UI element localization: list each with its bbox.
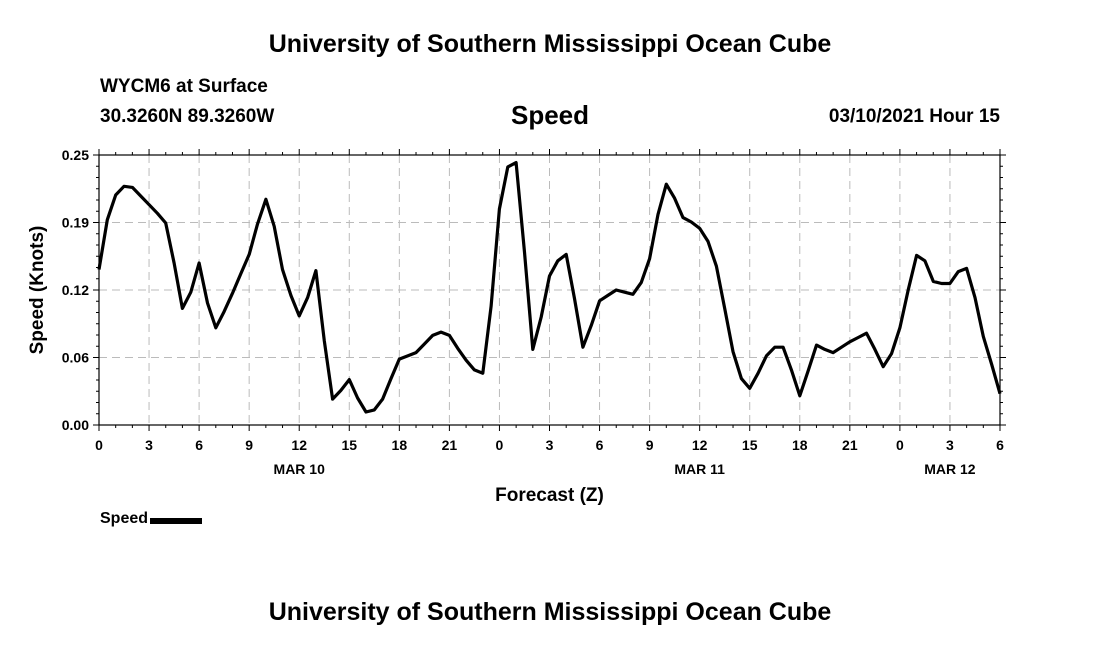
y-axis-title: Speed (Knots) — [27, 226, 48, 355]
x-axis-tick-labels: 0 3 6 9 12 15 18 21 0 3 6 9 12 15 18 21 0 3 6 — [95, 437, 1004, 453]
x-tick-label: 9 — [646, 437, 654, 453]
legend-swatch — [150, 518, 203, 524]
run-time-label: 03/10/2021 Hour 15 — [828, 106, 1000, 127]
legend: Speed — [100, 510, 203, 528]
legend-label: Speed — [100, 510, 149, 527]
x-tick-label: 15 — [742, 437, 758, 453]
y-tick-label: 0.25 — [62, 147, 89, 163]
station-label: WYCM6 at Surface — [100, 76, 268, 97]
x-tick-label: 21 — [842, 437, 858, 453]
x-tick-label: 3 — [546, 437, 554, 453]
x-tick-label: 15 — [341, 437, 357, 453]
y-tick-label: 0.19 — [62, 215, 89, 231]
x-tick-label: 21 — [442, 437, 458, 453]
y-tick-label: 0.12 — [62, 282, 89, 298]
x-tick-label: 6 — [996, 437, 1004, 453]
x-tick-label: 6 — [596, 437, 604, 453]
x-tick-label: 18 — [792, 437, 808, 453]
title-bottom: University of Southern Mississippi Ocean… — [268, 598, 832, 626]
speed-series-line — [97, 161, 1002, 414]
day-label: MAR 11 — [674, 461, 725, 477]
x-tick-label: 12 — [291, 437, 307, 453]
day-labels: MAR 10 MAR 11 MAR 12 — [274, 461, 976, 477]
y-tick-label: 0.00 — [62, 417, 89, 433]
day-label: MAR 10 — [274, 461, 326, 477]
y-tick-label: 0.06 — [62, 350, 89, 366]
x-tick-label: 0 — [896, 437, 904, 453]
x-axis-title: Forecast (Z) — [495, 485, 604, 506]
day-label: MAR 12 — [924, 461, 976, 477]
x-tick-label: 12 — [692, 437, 708, 453]
x-tick-label: 3 — [145, 437, 153, 453]
x-tick-label: 0 — [95, 437, 103, 453]
title-top: University of Southern Mississippi Ocean… — [268, 30, 832, 58]
coordinates-label: 30.3260N 89.3260W — [100, 106, 275, 127]
x-tick-label: 9 — [245, 437, 253, 453]
y-axis-tick-labels: 0.00 0.06 0.12 0.19 0.25 — [62, 147, 89, 433]
x-tick-label: 18 — [392, 437, 408, 453]
x-tick-label: 6 — [195, 437, 203, 453]
grid-lines — [99, 155, 1000, 425]
x-tick-label: 3 — [946, 437, 954, 453]
x-tick-label: 0 — [496, 437, 504, 453]
chart-title: Speed — [510, 100, 590, 130]
plot-frame — [98, 154, 1001, 426]
